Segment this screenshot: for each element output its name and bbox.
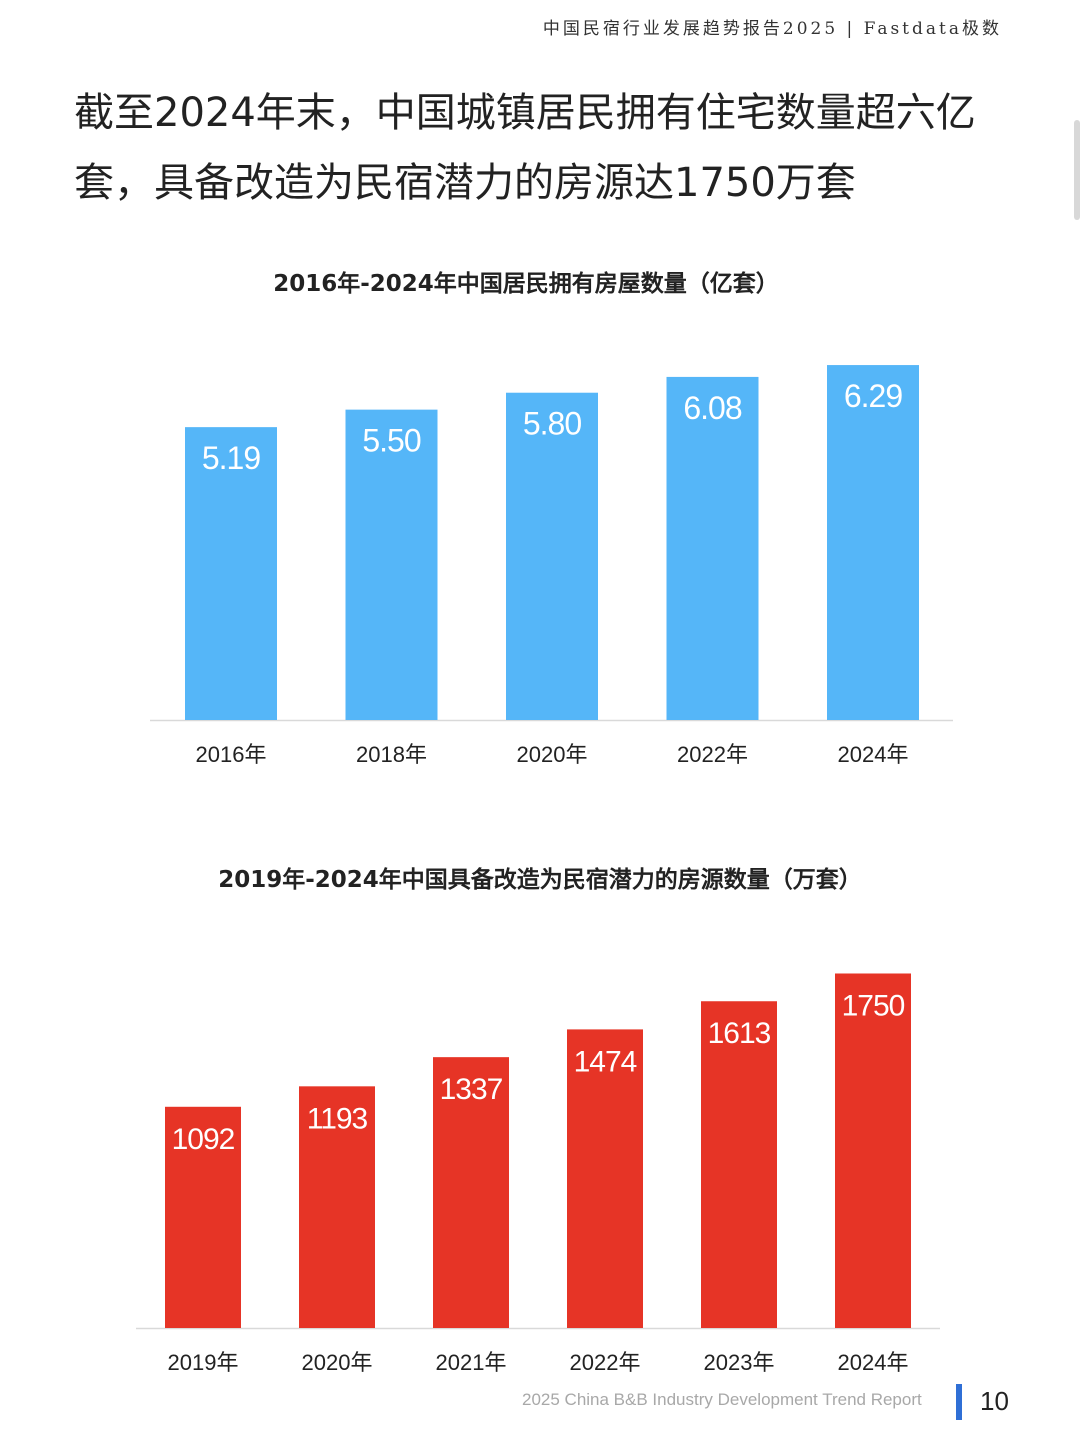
bar	[567, 1029, 643, 1328]
bar-value-label: 1337	[440, 1073, 503, 1106]
x-tick-label: 2019年	[168, 1350, 239, 1375]
footer-accent-bar	[956, 1384, 962, 1420]
bar	[835, 973, 911, 1328]
x-tick-label: 2022年	[677, 742, 748, 767]
bar	[827, 365, 919, 720]
chart-2-title: 2019年-2024年中国具备改造为民宿潜力的房源数量（万套）	[218, 867, 862, 893]
bar	[299, 1086, 375, 1328]
bar	[666, 376, 759, 720]
bar-value-label: 1092	[172, 1123, 235, 1156]
bar-value-label: 1474	[574, 1045, 637, 1078]
bar-value-label: 1613	[708, 1017, 771, 1050]
footer-report-name: 2025 China B&B Industry Development Tren…	[522, 1390, 922, 1409]
bar-value-label: 6.08	[683, 390, 741, 426]
x-tick-label: 2020年	[302, 1350, 373, 1375]
bar	[433, 1057, 509, 1328]
report-header: 中国民宿行业发展趋势报告2025 | Fastdata极数	[542, 19, 1002, 39]
bar-value-label: 1750	[842, 989, 905, 1022]
x-tick-label: 2024年	[838, 742, 909, 767]
bnb-potential-chart: 1092 2019年 1193 2020年 1337 2021年 1474 2022年 1613…	[136, 973, 940, 1375]
page-number: 10	[980, 1386, 1009, 1416]
housing-count-chart: 5.19 2016年 5.50 2018年 5.80 2020年 6.08 2022年 6.29…	[150, 365, 953, 767]
bar-value-label: 5.19	[202, 440, 260, 476]
bar	[701, 1001, 777, 1328]
x-tick-label: 2024年	[838, 1350, 909, 1375]
bar	[345, 409, 438, 720]
page-headline: 截至2024年末，中国城镇居民拥有住宅数量超六亿套，具备改造为民宿潜力的房源达1…	[74, 90, 976, 206]
x-tick-label: 2016年	[196, 742, 267, 767]
scrollbar[interactable]	[1074, 120, 1080, 220]
bar	[165, 1106, 241, 1328]
x-tick-label: 2023年	[704, 1350, 775, 1375]
x-tick-label: 2022年	[570, 1350, 641, 1375]
bar-value-label: 6.29	[844, 378, 902, 414]
bar-value-label: 1193	[307, 1102, 368, 1135]
x-tick-label: 2020年	[517, 742, 588, 767]
bar-value-label: 5.80	[523, 406, 581, 442]
x-tick-label: 2021年	[436, 1350, 507, 1375]
bar	[506, 392, 598, 720]
x-tick-label: 2018年	[356, 742, 427, 767]
bar-value-label: 5.50	[362, 423, 420, 459]
bar	[185, 427, 277, 720]
chart-1-title: 2016年-2024年中国居民拥有房屋数量（亿套）	[273, 271, 779, 297]
